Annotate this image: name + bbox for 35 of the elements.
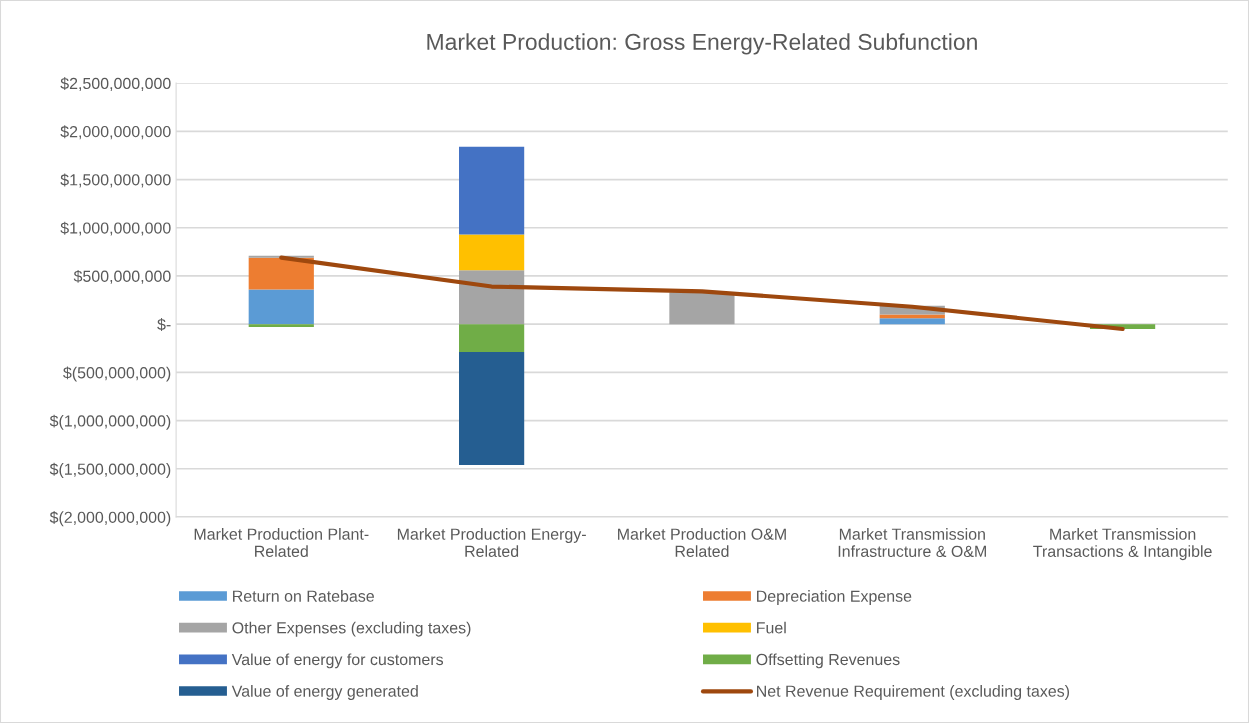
x-tick-label: Market Transmission Transactions & Intangible	[1033, 528, 1212, 561]
x-tick-label: Market Transmission Infrastructure & O&M	[838, 528, 986, 557]
y-tick-label: $(500,000,000)	[63, 366, 171, 382]
bar	[459, 270, 525, 325]
y-tick-label: $1,000,000,000	[60, 221, 171, 236]
bar	[669, 292, 735, 325]
chart-title: Market Production: Gross Energy-Related Subfunction	[427, 33, 977, 55]
x-tick-label: Market Production Plant-Related	[194, 528, 369, 557]
y-tick-label: $-	[157, 318, 171, 332]
bar	[248, 324, 314, 328]
bar	[248, 289, 314, 325]
legend-label: Net Revenue Requirement (excluding taxes)	[757, 685, 1070, 700]
x-tick-label: Market Production Energy-Related	[397, 528, 586, 557]
bar	[459, 234, 525, 271]
legend-label: Fuel	[757, 621, 786, 634]
y-tick-label: $(2,000,000,000)	[49, 511, 171, 527]
legend-label: Value of energy generated	[231, 685, 418, 700]
bar	[248, 257, 314, 290]
bar	[459, 324, 525, 353]
y-tick-label: $2,000,000,000	[60, 125, 171, 140]
y-tick-label: $500,000,000	[73, 269, 171, 284]
y-tick-label: $(1,000,000,000)	[49, 414, 171, 430]
legend-label: Offsetting Revenues	[756, 653, 900, 669]
legend-label: Value of energy for customers	[231, 653, 444, 669]
y-tick-label: $1,500,000,000	[60, 173, 171, 188]
x-tick-label: Market Production O&M Related	[618, 528, 786, 557]
legend-label: Return on Ratebase	[233, 590, 374, 602]
y-tick-label: $2,500,000,000	[60, 77, 171, 91]
bar	[459, 352, 525, 465]
bar	[459, 146, 525, 235]
line-series	[279, 255, 1125, 332]
y-tick-label: $(1,500,000,000)	[49, 462, 171, 478]
bar	[879, 318, 945, 325]
legend-label: Depreciation Expense	[757, 590, 912, 605]
legend-label: Other Expenses (excluding taxes)	[232, 621, 471, 637]
